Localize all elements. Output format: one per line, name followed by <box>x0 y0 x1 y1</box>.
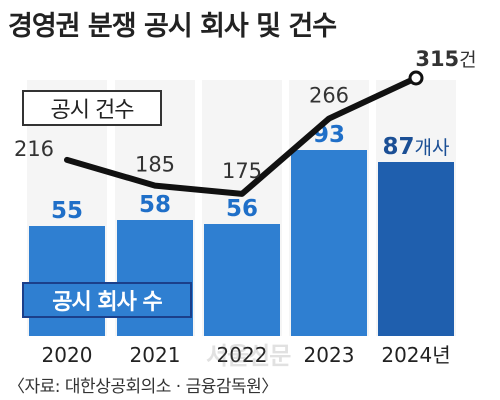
line-value-label: 266 <box>309 84 349 108</box>
bar-value-label: 58 <box>139 192 171 218</box>
bar-2022 <box>204 224 280 336</box>
watermark: 서울신문 <box>206 342 291 370</box>
x-tick-label: 2023 <box>304 343 355 367</box>
source-note: 〈자료: 대한상공회의소 · 금융감독원〉 <box>8 377 278 397</box>
x-tick-label: 2022 <box>217 343 268 367</box>
x-tick-label: 2021 <box>130 343 181 367</box>
legend-line-label: 공시 건수 <box>22 90 162 126</box>
x-tick-label: 2024년 <box>381 343 450 367</box>
bar-2021 <box>117 220 193 336</box>
bar-2024 <box>378 162 454 336</box>
line-value-label: 175 <box>222 159 262 183</box>
bar-value-label: 87개사 <box>383 134 450 160</box>
line-value-label: 185 <box>135 153 175 177</box>
line-series <box>64 75 419 197</box>
line-value-label: 216 <box>14 137 54 161</box>
bar-value-label: 56 <box>226 196 258 222</box>
bar-2020 <box>29 226 105 336</box>
legend-bar-label: 공시 회사 수 <box>22 282 192 318</box>
line-end-point <box>408 70 424 86</box>
bar-2023 <box>291 150 367 336</box>
chart-title: 경영권 분쟁 공시 회사 및 건수 <box>8 11 337 42</box>
line-value-label: 315건 <box>415 47 476 71</box>
bar-value-label: 55 <box>51 198 83 224</box>
x-tick-label: 2020 <box>42 343 93 367</box>
